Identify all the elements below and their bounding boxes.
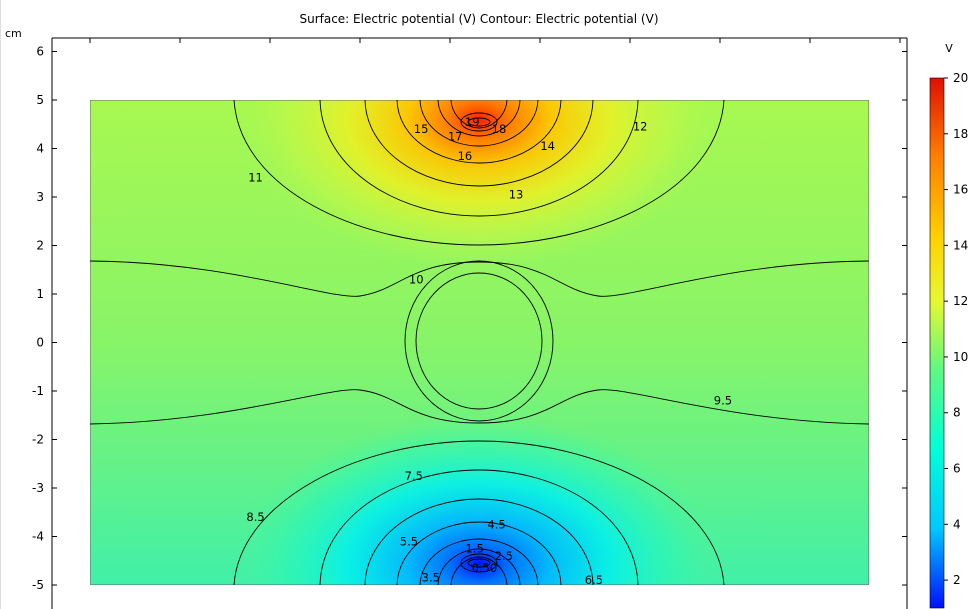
colorbar-tick-label: 12 xyxy=(953,294,968,308)
colorbar-tick-label: 8 xyxy=(953,406,961,420)
contour-label: 14 xyxy=(540,139,555,153)
contour-label: 1.5 xyxy=(465,542,483,556)
contour-2-5 xyxy=(450,556,508,585)
contour-label: 3.5 xyxy=(422,571,440,585)
contour-label: 2.5 xyxy=(495,549,513,563)
sink-hotspot xyxy=(90,100,869,585)
contour-9-5 xyxy=(90,389,869,425)
colorbar-tick-label: 18 xyxy=(953,127,968,141)
contour-label: 4.5 xyxy=(487,517,505,531)
contour-label: 10 xyxy=(409,272,424,286)
object-boundary-inner xyxy=(415,272,543,410)
y-tick-label: 2 xyxy=(36,239,44,253)
y-tick-label: 0 xyxy=(36,336,44,350)
contour-label: 16 xyxy=(458,149,473,163)
contour-15 xyxy=(419,100,539,147)
y-tick-label: -1 xyxy=(32,384,44,398)
contour-10-upper xyxy=(90,260,869,297)
y-tick-label: 6 xyxy=(36,45,44,59)
contour-7-5 xyxy=(319,469,639,585)
contour-label: 11 xyxy=(248,171,263,185)
contour-14 xyxy=(396,100,562,164)
colorbar-tick-label: 2 xyxy=(953,573,961,587)
contour-13 xyxy=(364,100,594,187)
object-boundary-outer xyxy=(404,260,554,422)
y-axis-unit-label: cm xyxy=(5,27,22,40)
colorbar-tick-label: 20 xyxy=(953,71,968,85)
y-tick-label: -2 xyxy=(32,433,44,447)
contour-17 xyxy=(450,100,508,129)
contour-label: 9.5 xyxy=(714,394,732,408)
colorbar-tick-label: 10 xyxy=(953,350,968,364)
contour-label: 12 xyxy=(633,120,648,134)
contour-8-5 xyxy=(233,440,725,585)
colorbar-tick-label: 4 xyxy=(953,517,961,531)
contour-18 xyxy=(460,112,498,132)
contour-3-5 xyxy=(437,548,521,585)
contour-label: 18 xyxy=(492,122,507,136)
contour-label: 7.5 xyxy=(405,469,423,483)
contour-labels: 19 18 17 16 15 14 13 12 11 10 9.5 8.5 7.5 5.5 4.5 3.5 2.… xyxy=(246,115,732,587)
contour-11 xyxy=(233,100,725,246)
y-tick-label: -3 xyxy=(32,481,44,495)
contour-16 xyxy=(437,100,521,137)
y-tick-label: -5 xyxy=(32,578,44,592)
contour-5-5 xyxy=(396,521,562,585)
y-tick-label: 1 xyxy=(36,287,44,301)
contour-label: 17 xyxy=(448,129,463,143)
contour-label: 0.50 xyxy=(472,561,498,575)
y-tick-label: -4 xyxy=(32,530,44,544)
contour-lines xyxy=(90,100,869,585)
y-tick-label: 5 xyxy=(36,93,44,107)
colorbar-unit-label: V xyxy=(945,42,953,55)
y-tick-label: 4 xyxy=(36,142,44,156)
contour-0-5 xyxy=(467,558,491,568)
potential-surface: 19 18 17 16 15 14 13 12 11 10 9.5 8.5 7.5 5.5 4.5 3.5 2.… xyxy=(90,100,869,587)
contour-label: 13 xyxy=(509,188,524,202)
colorbar-tick-label: 16 xyxy=(953,183,968,197)
contour-label: 15 xyxy=(414,122,429,136)
colorbar-tick-label: 14 xyxy=(953,238,968,252)
contour-1-5 xyxy=(460,553,498,573)
contour-label: 19 xyxy=(465,115,480,129)
colorbar xyxy=(929,77,945,609)
contour-19 xyxy=(467,117,491,127)
contour-label: 8.5 xyxy=(246,510,264,524)
contour-label: 5.5 xyxy=(400,534,418,548)
contour-12 xyxy=(319,100,639,217)
colorbar-ticks: 20 18 16 14 12 10 8 6 4 2 xyxy=(944,71,968,587)
colorbar-tick-label: 6 xyxy=(953,462,961,476)
contour-label: 6.5 xyxy=(585,573,603,587)
contour-4-5 xyxy=(419,538,539,585)
y-tick-label: 3 xyxy=(36,190,44,204)
contour-6-5 xyxy=(364,498,594,585)
chart-title: Surface: Electric potential (V) Contour:… xyxy=(299,12,658,26)
